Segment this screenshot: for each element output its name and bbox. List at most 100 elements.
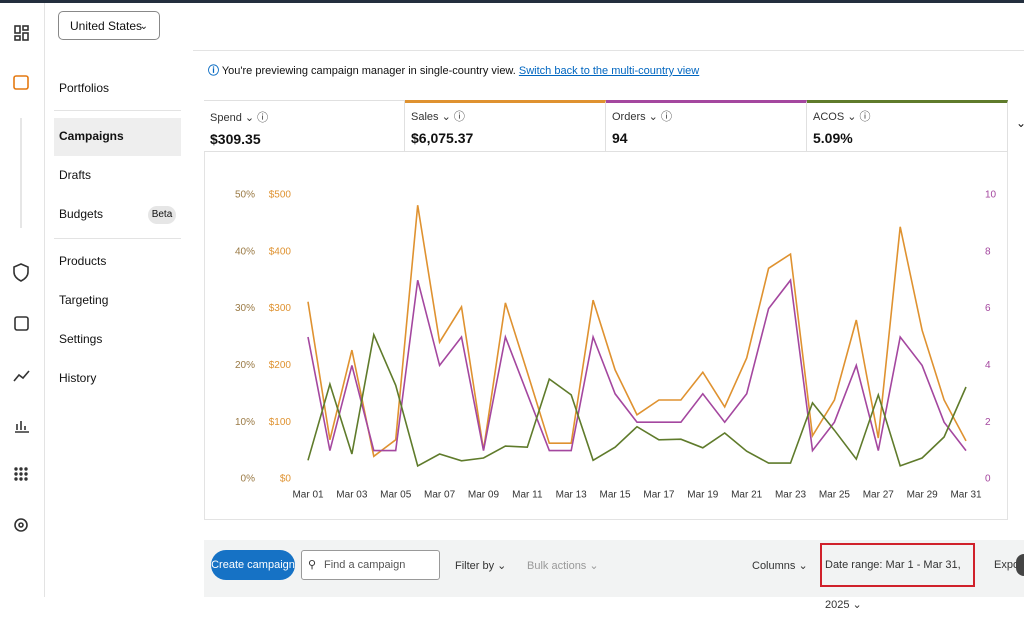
- icon-campaigns[interactable]: [13, 75, 29, 90]
- y-tick-label: 30%: [235, 303, 255, 314]
- nav-item[interactable]: Campaigns: [59, 129, 124, 143]
- icon-apps[interactable]: [14, 467, 28, 481]
- filter-by[interactable]: Filter by ⌄: [455, 560, 507, 572]
- columns[interactable]: Columns ⌄: [752, 560, 808, 572]
- metric-value: 5.09%: [813, 130, 853, 146]
- x-tick-label: Mar 27: [863, 490, 895, 501]
- banner-text: You're previewing campaign manager in si…: [221, 65, 516, 77]
- x-tick-label: Mar 25: [819, 490, 851, 501]
- columns-label: Columns: [752, 560, 796, 572]
- x-tick-label: Mar 05: [380, 490, 412, 501]
- metric-label-row: Orders ⌄ ⓘ: [612, 108, 800, 124]
- y3-tick-label: $200: [269, 360, 292, 371]
- beta-badge: Beta: [148, 206, 176, 224]
- search-placeholder: Find a campaign: [324, 559, 406, 571]
- scroll-handle[interactable]: [1016, 554, 1024, 576]
- x-tick-label: Mar 15: [600, 490, 632, 501]
- y2-tick-label: 4: [985, 360, 991, 371]
- metric-card[interactable]: Orders ⌄ ⓘ 94: [606, 100, 807, 152]
- nav-item[interactable]: Settings: [59, 332, 103, 346]
- metric-icons: ⌄ ⓘ: [844, 111, 871, 123]
- series-line: [307, 278, 967, 453]
- toolbar: Create campaign ⚲ Find a campaign Filter …: [204, 540, 1024, 611]
- metric-card[interactable]: Spend ⌄ ⓘ $309.35: [204, 100, 405, 152]
- divider: [54, 110, 181, 111]
- metric-label: Sales: [411, 111, 439, 123]
- y3-tick-label: $100: [269, 417, 292, 428]
- x-tick-label: Mar 07: [424, 490, 456, 501]
- x-tick-label: Mar 03: [336, 490, 368, 501]
- date-range-label: Date range: Mar 1 - Mar 31, 2025: [825, 559, 961, 611]
- date-range[interactable]: Date range: Mar 1 - Mar 31, 2025 ⌄: [820, 543, 975, 611]
- chart-panel: 0% 10% 20% 30% 40% 50% $0 $100 $200 $300 $400 $500 0…: [204, 152, 1008, 520]
- nav-active: [54, 118, 181, 156]
- bulk-actions[interactable]: Bulk actions ⌄: [527, 560, 599, 572]
- y-tick-label: 20%: [235, 360, 255, 371]
- y-tick-label: 0%: [241, 474, 256, 485]
- bulk-label: Bulk actions: [527, 560, 587, 572]
- x-tick-label: Mar 09: [468, 490, 500, 501]
- nav-item[interactable]: Portfolios: [59, 81, 110, 95]
- series-line: [307, 331, 967, 468]
- expand-chevron[interactable]: ⌄: [1016, 116, 1024, 130]
- nav-item[interactable]: Drafts: [59, 168, 92, 182]
- y2-tick-label: 0: [985, 474, 991, 485]
- divider: [54, 238, 181, 239]
- top-bar: [0, 0, 1024, 3]
- banner: ⓘ You're previewing campaign manager in …: [208, 65, 700, 77]
- x-tick-label: Mar 29: [907, 490, 939, 501]
- x-tick-label: Mar 13: [556, 490, 588, 501]
- y2-tick-label: 6: [985, 303, 991, 314]
- x-tick-label: Mar 19: [687, 490, 719, 501]
- banner-link[interactable]: Switch back to the multi-country view: [518, 65, 700, 77]
- metric-icons: ⌄ ⓘ: [438, 111, 465, 123]
- metric-label-row: ACOS ⌄ ⓘ: [813, 108, 1001, 124]
- country: United States: [70, 19, 143, 33]
- icon-dashboard[interactable]: [14, 25, 21, 34]
- metric-card[interactable]: Sales ⌄ ⓘ $6,075.37: [405, 100, 606, 152]
- y2-tick-label: 10: [985, 190, 997, 201]
- metric-label: Orders: [612, 111, 646, 123]
- metric-icons: ⌄ ⓘ: [645, 111, 672, 123]
- metric-icons: ⌄ ⓘ: [241, 112, 269, 124]
- icon-bars[interactable]: [15, 421, 29, 433]
- y-tick-label: 10%: [235, 417, 255, 428]
- metric-label: Spend: [210, 112, 242, 124]
- metric-value: $6,075.37: [411, 130, 474, 146]
- metric-value: $309.35: [210, 131, 261, 147]
- nav-item[interactable]: Budgets: [59, 207, 104, 221]
- metric-label-row: Spend ⌄ ⓘ: [210, 109, 398, 125]
- divider: [193, 50, 1024, 51]
- icon-trend[interactable]: [13, 370, 30, 382]
- chart: 0% 10% 20% 30% 40% 50% $0 $100 $200 $300 $400 $500 0…: [235, 190, 997, 501]
- nav-item[interactable]: Targeting: [59, 293, 109, 307]
- icon-settings[interactable]: [14, 518, 28, 532]
- nav-item[interactable]: Products: [59, 254, 107, 268]
- metric-label-row: Sales ⌄ ⓘ: [411, 108, 599, 124]
- rail-icons: [13, 25, 30, 532]
- y-tick-label: 50%: [235, 190, 255, 201]
- metric-label: ACOS: [813, 111, 845, 123]
- nav-item[interactable]: History: [59, 371, 97, 385]
- x-tick-label: Mar 01: [292, 490, 324, 501]
- search-box[interactable]: ⚲ Find a campaign: [301, 550, 440, 580]
- y3-tick-label: $0: [280, 474, 292, 485]
- country-select[interactable]: United States ⌄: [58, 11, 160, 40]
- x-tick-label: Mar 31: [950, 490, 982, 501]
- chevron: ⌄: [139, 21, 148, 32]
- y2-tick-label: 2: [985, 417, 991, 428]
- series-line: [307, 205, 967, 458]
- x-tick-label: Mar 17: [643, 490, 675, 501]
- icon-media[interactable]: [14, 316, 29, 331]
- search-icon: ⚲: [308, 559, 317, 571]
- create-button[interactable]: Create campaign: [211, 550, 295, 580]
- y3-tick-label: $300: [269, 303, 292, 314]
- metric-value: 94: [612, 130, 628, 146]
- metric-card[interactable]: ACOS ⌄ ⓘ 5.09%: [807, 100, 1008, 152]
- filter-label: Filter by: [455, 560, 495, 572]
- icon-rail: [0, 3, 45, 597]
- x-tick-label: Mar 23: [775, 490, 807, 501]
- y3-tick-label: $500: [269, 190, 292, 201]
- y-tick-label: 40%: [235, 246, 255, 257]
- icon-shield[interactable]: [13, 263, 29, 282]
